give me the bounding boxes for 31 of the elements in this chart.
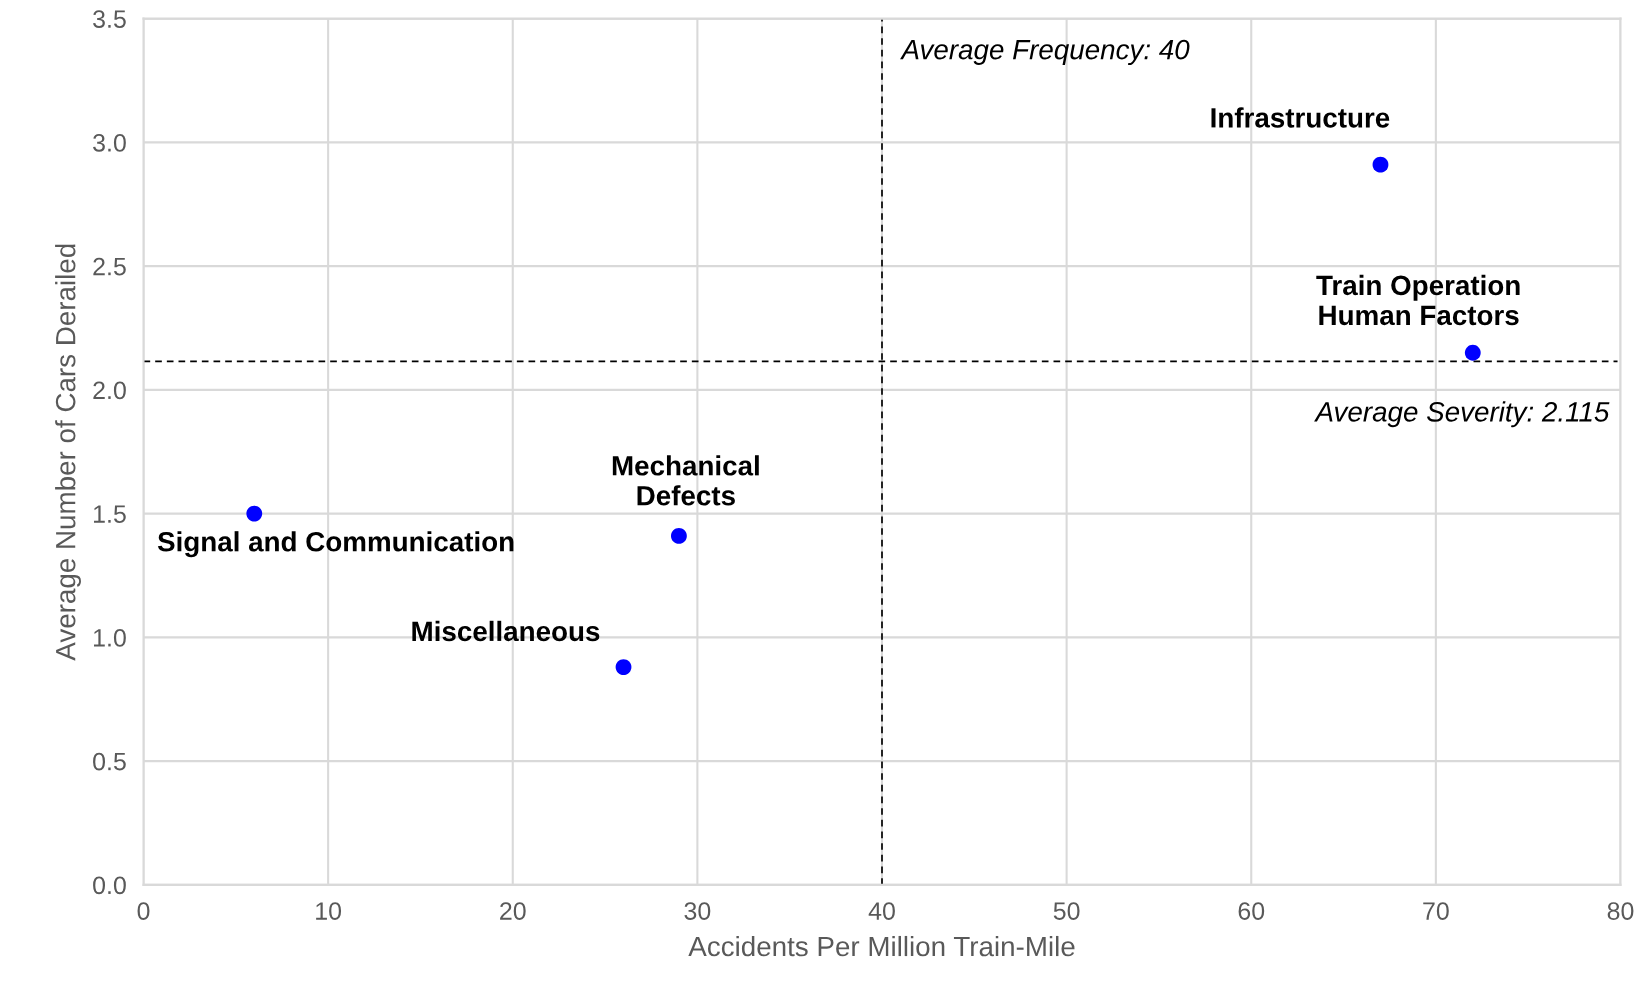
- y-tick-label: 2.0: [93, 381, 126, 400]
- y-tick-label: 3.0: [93, 133, 126, 152]
- point: [1372, 156, 1389, 173]
- point: [1464, 344, 1481, 361]
- x-tick-label: 60: [1238, 902, 1265, 920]
- annotation: Signal and Communication: [157, 531, 514, 558]
- y-tick-label: 1.5: [94, 505, 126, 523]
- annotation: Infrastructure: [1211, 107, 1390, 128]
- x-tick-label: 10: [316, 902, 342, 920]
- y-tick-label: 3.5: [93, 10, 126, 28]
- y-tick-label: 1.0: [94, 628, 126, 647]
- x-tick-label: 70: [1423, 902, 1449, 920]
- y-tick-label: 0.5: [93, 752, 126, 771]
- ref-line-label: Average Frequency: 40: [900, 39, 1190, 65]
- x-tick-label: 0: [137, 902, 150, 920]
- annotation: Mechanical Defects: [612, 455, 759, 506]
- x-tick-label: 20: [500, 902, 526, 920]
- point: [615, 659, 632, 675]
- x-tick-label: 40: [868, 902, 895, 920]
- y-tick-label: 0.0: [93, 876, 126, 895]
- point: [246, 505, 263, 522]
- annotation: Train Operation Human Factors: [1316, 274, 1520, 326]
- y-axis-title: Average Number of Cars Derailed: [55, 244, 81, 661]
- x-tick-label: 30: [684, 902, 711, 920]
- point: [671, 527, 687, 544]
- x-tick-label: 80: [1607, 902, 1634, 920]
- x-axis-title: Accidents Per Million Train-Mile: [688, 935, 1075, 957]
- ref-line-label: Average Severity: 2.115: [1314, 401, 1610, 428]
- y-tick-label: 2.5: [93, 257, 126, 276]
- annotation: Miscellaneous: [412, 620, 600, 642]
- x-tick-label: 50: [1053, 902, 1080, 920]
